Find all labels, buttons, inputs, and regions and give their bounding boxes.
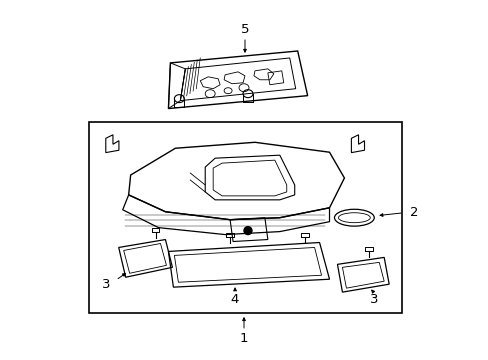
- Text: 5: 5: [240, 23, 249, 36]
- Text: 3: 3: [369, 293, 378, 306]
- Circle shape: [244, 227, 251, 235]
- Text: 1: 1: [239, 332, 248, 345]
- Text: 3: 3: [102, 278, 110, 291]
- Text: 4: 4: [230, 293, 239, 306]
- Bar: [89, 122, 401, 313]
- Text: 2: 2: [409, 206, 417, 219]
